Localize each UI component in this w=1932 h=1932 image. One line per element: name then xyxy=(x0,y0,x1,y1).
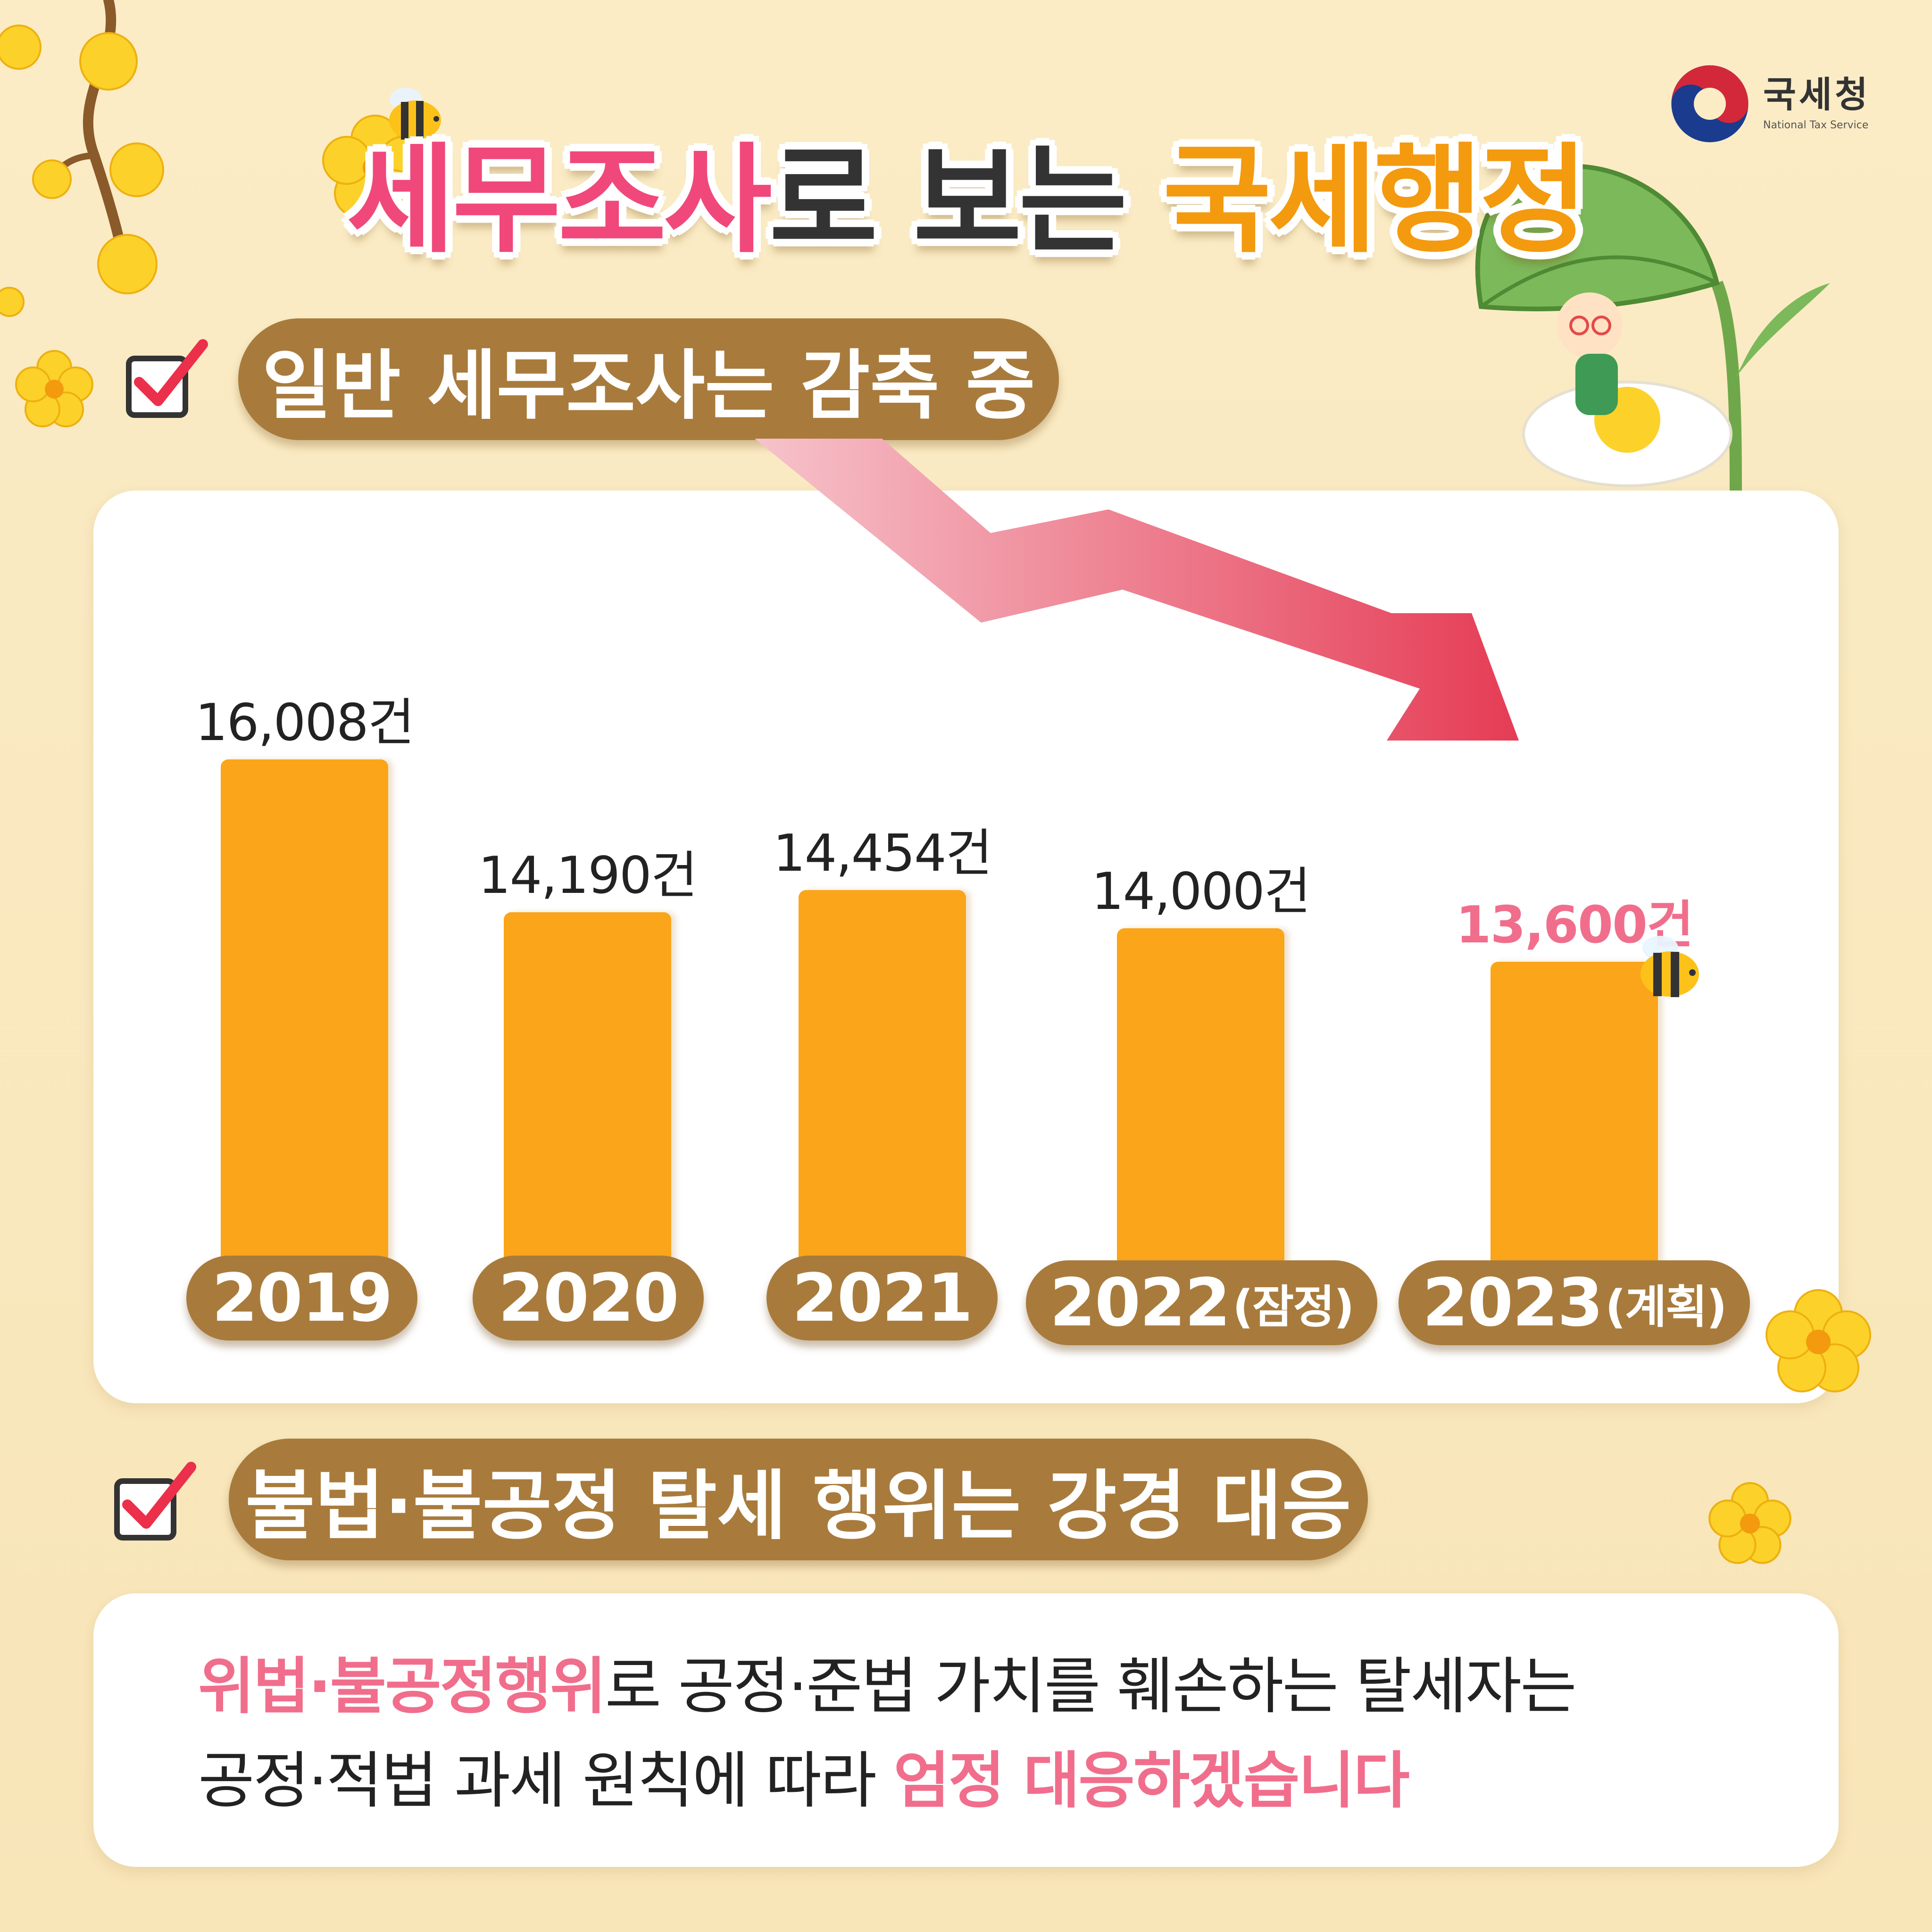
logo-icon xyxy=(1670,64,1750,144)
category-label-2021: 2021 xyxy=(766,1256,998,1341)
title-part-3: 국세행정 xyxy=(1163,132,1585,269)
category-label-2023: 2023(계획) xyxy=(1399,1260,1750,1345)
message-text-1: 로 공정·준법 가치를 훼손하는 탈세자는 xyxy=(605,1650,1575,1722)
value-label-2020: 14,190건 xyxy=(446,834,729,908)
title-part-1: 세무조사 xyxy=(347,132,769,269)
logo-korean-name: 국세청 xyxy=(1763,77,1871,113)
category-label-text: 2023 xyxy=(1422,1265,1602,1341)
value-label-2021: 14,454건 xyxy=(741,812,1024,886)
logo-english-name: National Tax Service xyxy=(1763,119,1871,131)
category-label-2019: 2019 xyxy=(186,1256,417,1341)
value-label-2022(잠정): 14,000건 xyxy=(1059,850,1342,924)
flower-icon xyxy=(1707,1481,1792,1566)
section-1-heading: 일반 세무조사는 감축 중 xyxy=(238,318,1059,440)
message-text-2: 공정·적법 과세 원칙에 따라 xyxy=(198,1745,893,1816)
category-label-text: 2021 xyxy=(792,1260,972,1337)
category-label-qualifier: (잠정) xyxy=(1232,1270,1353,1336)
category-label-2020: 2020 xyxy=(473,1256,704,1341)
value-label-2019: 16,008건 xyxy=(163,682,446,755)
bar-2021 xyxy=(799,890,966,1264)
bar-2020 xyxy=(504,912,671,1264)
page-title: 세무조사로 보는 국세행정 xyxy=(0,142,1932,259)
value-label-2023(계획): 13,600건 xyxy=(1433,884,1716,958)
category-label-qualifier: (계획) xyxy=(1605,1270,1726,1336)
message-emphasis-1: 위법·불공정행위 xyxy=(198,1650,605,1722)
checkbox-icon xyxy=(108,1453,203,1547)
message-emphasis-2: 엄정 대응하겠습니다 xyxy=(893,1745,1408,1816)
nts-logo: 국세청 National Tax Service xyxy=(1670,64,1871,144)
message-line-2: 공정·적법 과세 원칙에 따라 엄정 대응하겠습니다 xyxy=(198,1750,1408,1811)
title-part-2: 로 보는 xyxy=(769,132,1163,269)
bar-2023(계획) xyxy=(1491,962,1658,1264)
checkbox-icon xyxy=(120,330,215,425)
message-card xyxy=(93,1593,1839,1867)
category-label-text: 2019 xyxy=(212,1260,392,1337)
bar-2022(잠정) xyxy=(1117,928,1284,1264)
flower-icon xyxy=(14,349,94,429)
category-label-2022: 2022(잠정) xyxy=(1026,1260,1377,1345)
bar-2019 xyxy=(221,759,388,1264)
message-line-1: 위법·불공정행위로 공정·준법 가치를 훼손하는 탈세자는 xyxy=(198,1656,1575,1717)
category-label-text: 2020 xyxy=(498,1260,678,1337)
category-label-text: 2022 xyxy=(1049,1265,1230,1341)
section-2-heading: 불법·불공정 탈세 행위는 강경 대응 xyxy=(229,1439,1368,1560)
